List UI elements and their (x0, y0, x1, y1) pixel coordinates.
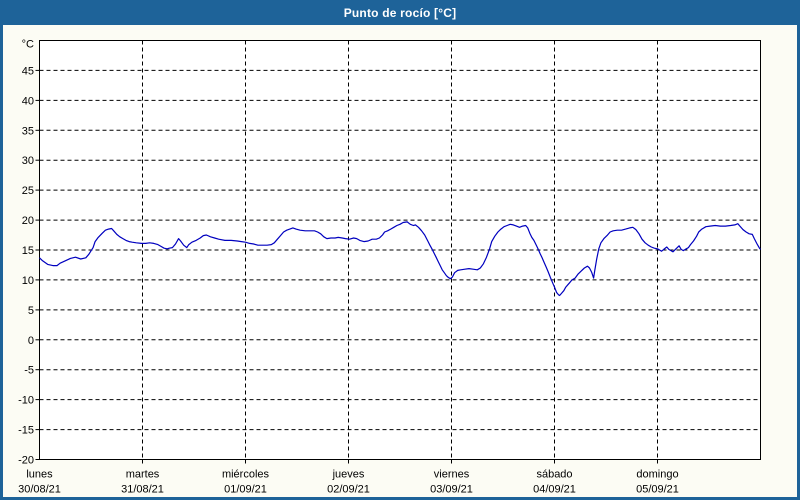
svg-text:25: 25 (22, 185, 34, 197)
day-date-label: 04/09/21 (533, 484, 576, 496)
day-name-label: domingo (636, 469, 678, 481)
x-grid-and-labels: lunes 30/08/21 martes 31/08/21 miércoles 01/0… (18, 40, 679, 496)
y-axis-unit: °C (22, 39, 34, 51)
svg-text:-10: -10 (18, 395, 34, 407)
y-grid-and-labels: 45 40 35 30 25 20 15 10 5 0 -5 -10 -15 -20 °C (18, 39, 761, 467)
day-name-label: sábado (536, 469, 572, 481)
plot-border (39, 40, 761, 460)
svg-text:-5: -5 (24, 365, 34, 377)
day-date-label: 30/08/21 (18, 484, 61, 496)
day-date-label: 05/09/21 (636, 484, 679, 496)
day-date-label: 03/09/21 (430, 484, 473, 496)
day-name-label: martes (126, 469, 160, 481)
day-name-label: viernes (434, 469, 470, 481)
day-date-label: 31/08/21 (121, 484, 164, 496)
svg-text:40: 40 (22, 95, 34, 107)
day-name-label: miércoles (222, 469, 270, 481)
svg-text:-15: -15 (18, 425, 34, 437)
chart-title: Punto de rocío [°C] (0, 0, 800, 25)
svg-text:35: 35 (22, 125, 34, 137)
svg-text:-20: -20 (18, 455, 34, 467)
svg-text:30: 30 (22, 155, 34, 167)
day-name-label: lunes (26, 469, 53, 481)
day-date-label: 02/09/21 (327, 484, 370, 496)
svg-text:15: 15 (22, 245, 34, 257)
svg-text:5: 5 (28, 305, 34, 317)
svg-text:20: 20 (22, 215, 34, 227)
dew-point-line (39, 221, 761, 297)
svg-text:0: 0 (28, 335, 34, 347)
svg-text:45: 45 (22, 65, 34, 77)
day-date-label: 01/09/21 (224, 484, 267, 496)
day-name-label: jueves (332, 469, 365, 481)
svg-text:10: 10 (22, 275, 34, 287)
